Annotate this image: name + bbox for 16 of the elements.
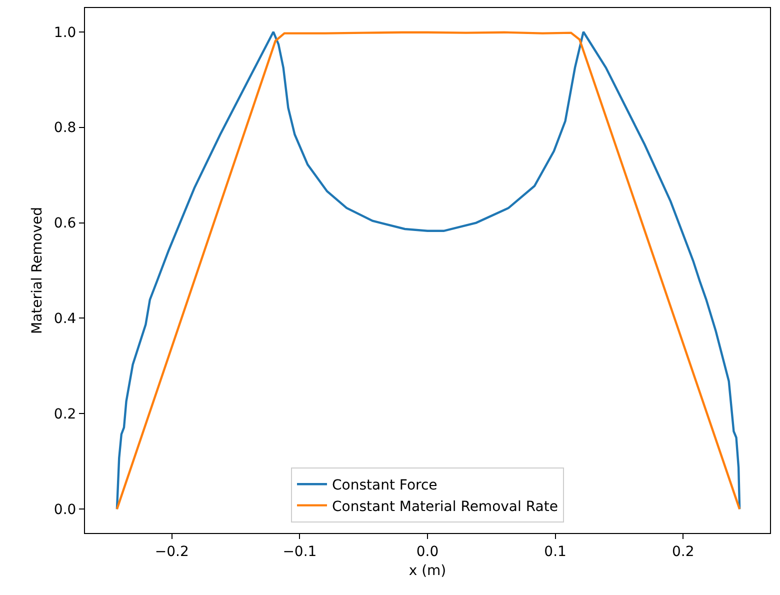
legend-label: Constant Material Removal Rate — [332, 498, 558, 515]
line-series — [116, 30, 741, 510]
y-axis-title: Material Removed — [30, 206, 46, 334]
x-tick-label: −0.1 — [282, 544, 317, 560]
y-tick-label: 0.0 — [54, 502, 76, 518]
x-tick-label: 0.0 — [416, 544, 439, 560]
y-tick-label: 0.6 — [54, 216, 76, 232]
legend-label: Constant Force — [332, 478, 438, 494]
y-tick-label: 1.0 — [54, 24, 76, 41]
y-tick-label: 0.4 — [54, 311, 76, 328]
x-tick-label: −0.2 — [154, 544, 189, 560]
y-tick-label: 0.8 — [54, 120, 76, 136]
x-axis-title: x (m) — [408, 563, 446, 580]
y-tick-label: 0.2 — [54, 406, 76, 423]
x-tick-label: 0.1 — [544, 544, 566, 560]
x-tick-label: 0.2 — [672, 544, 694, 560]
